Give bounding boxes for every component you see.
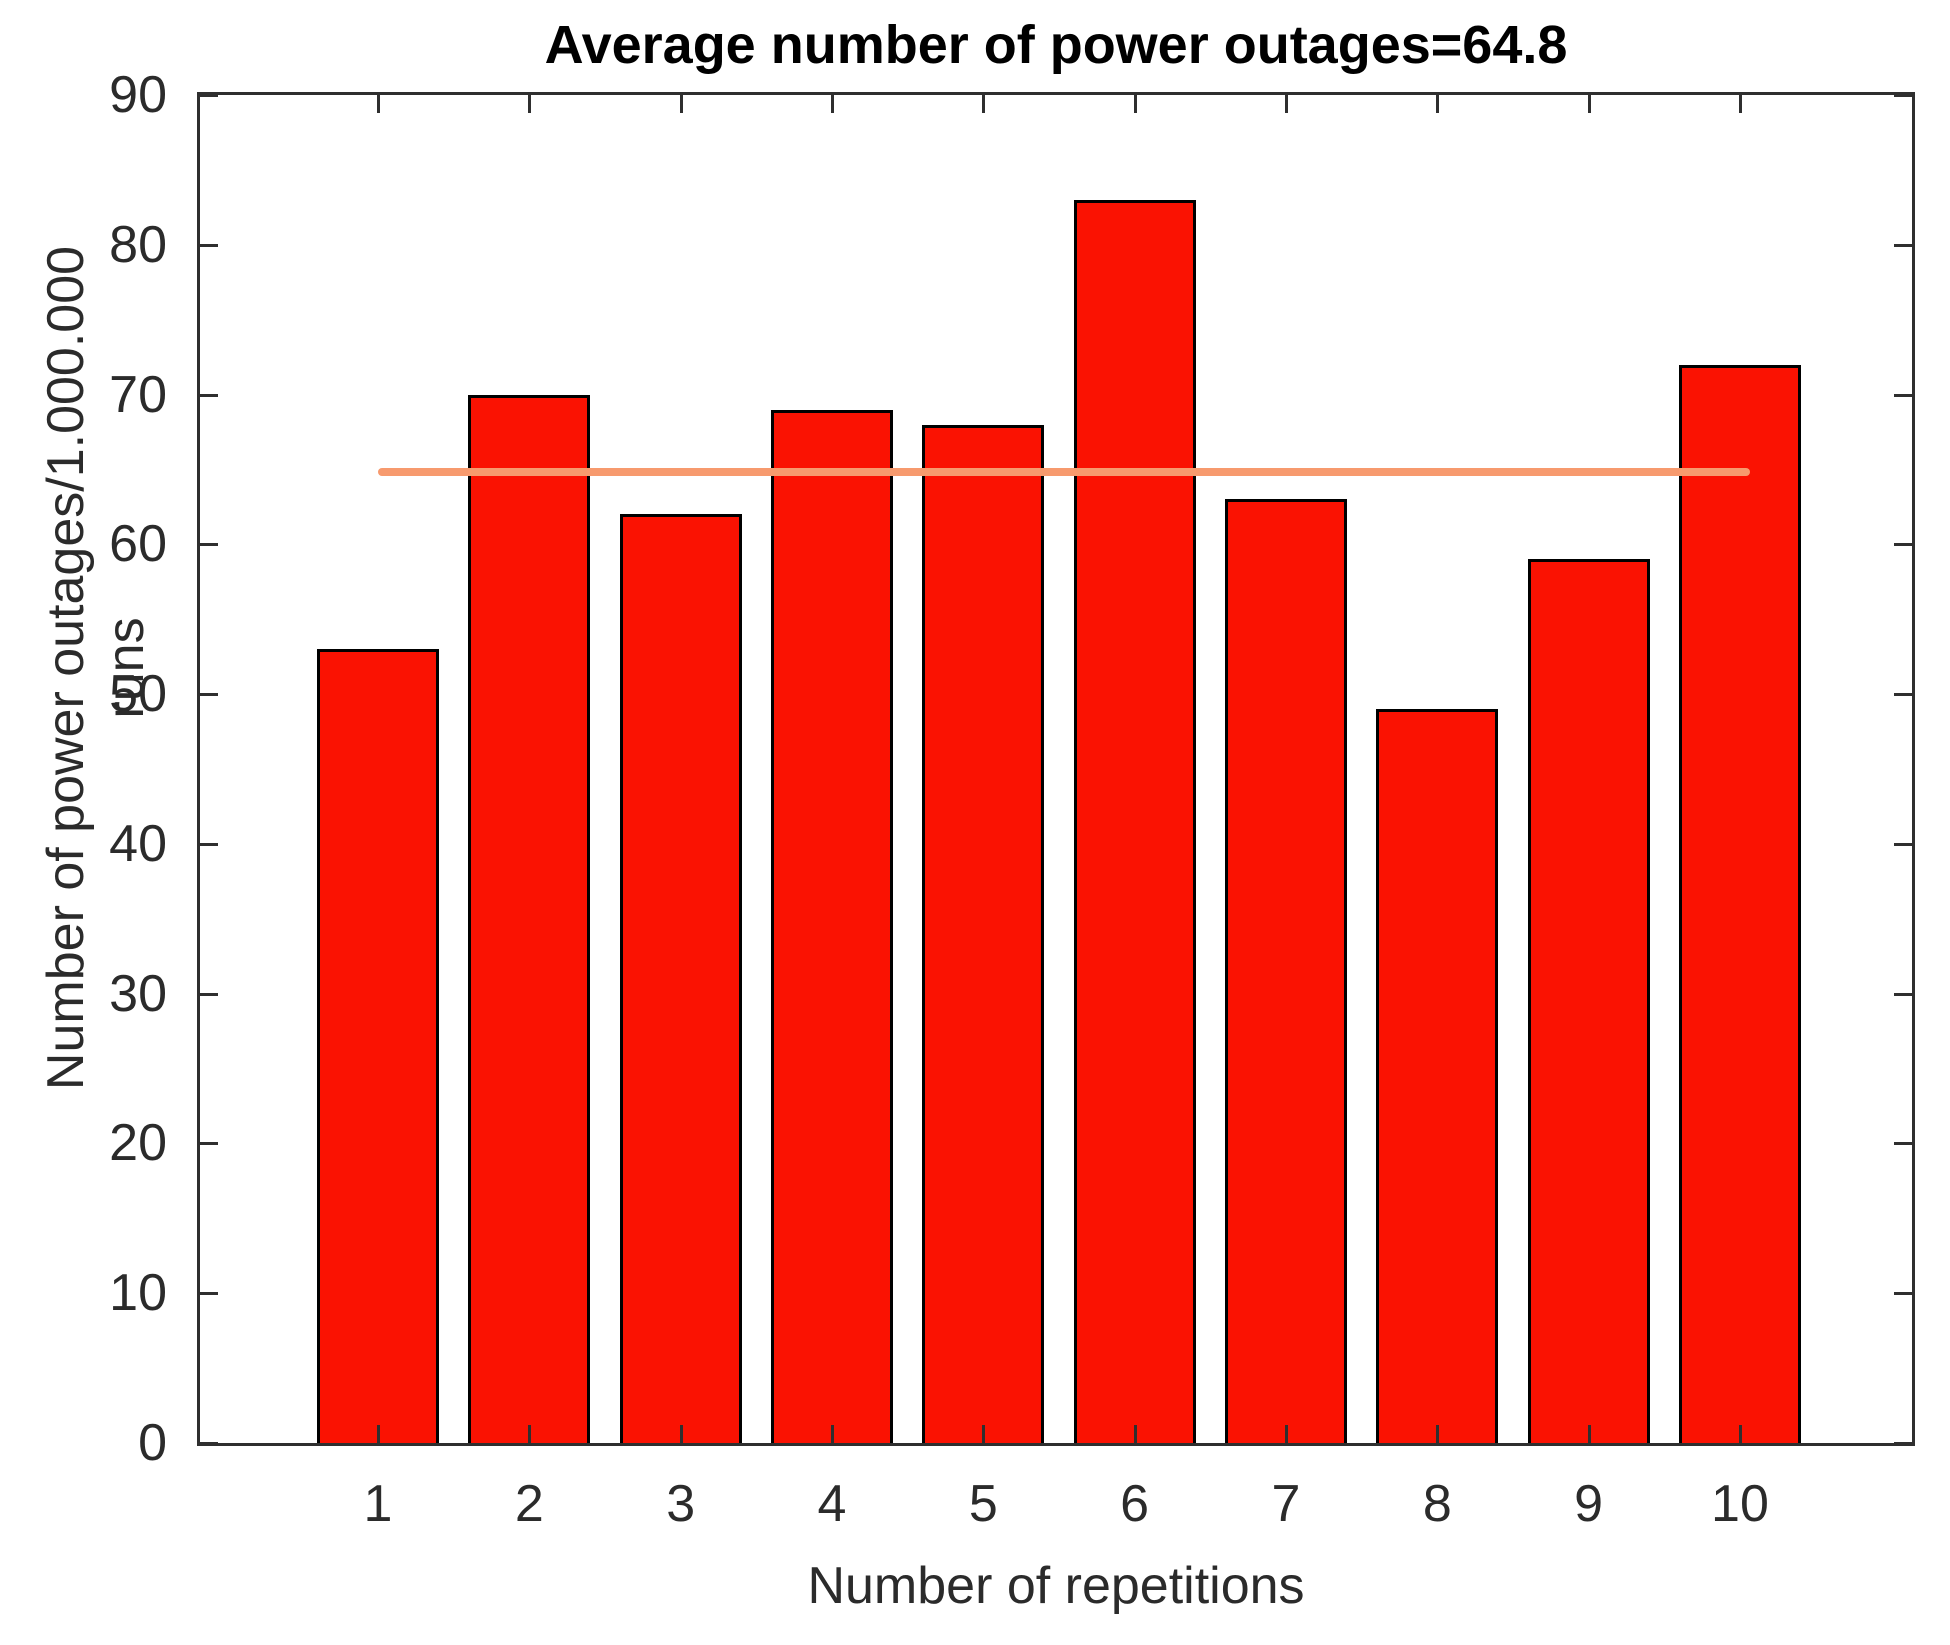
y-tick-mark <box>1894 543 1912 547</box>
y-tick-mark <box>200 543 218 547</box>
y-tick-mark <box>200 693 218 697</box>
y-tick-label: 70 <box>109 365 167 424</box>
chart-title: Average number of power outages=64.8 <box>544 15 1568 75</box>
x-tick-mark <box>1738 1425 1742 1443</box>
y-tick-mark <box>1894 94 1912 97</box>
bar-repetition-9 <box>1527 559 1650 1443</box>
x-tick-label: 9 <box>1574 1475 1604 1533</box>
y-tick-mark <box>200 94 218 97</box>
y-tick-mark <box>1894 243 1912 247</box>
x-tick-mark <box>982 95 986 113</box>
x-tick-mark <box>679 1425 683 1443</box>
y-tick-mark <box>1894 1142 1912 1146</box>
x-tick-mark <box>1436 1425 1440 1443</box>
x-tick-label: 4 <box>817 1475 847 1533</box>
bar-repetition-4 <box>770 409 893 1443</box>
y-tick-label: 80 <box>109 215 167 274</box>
x-tick-mark <box>1284 95 1288 113</box>
x-tick-mark <box>1587 1425 1591 1443</box>
y-tick-mark <box>200 1292 218 1296</box>
bar-repetition-6 <box>1073 199 1196 1443</box>
bar-repetition-3 <box>619 514 742 1443</box>
x-tick-mark <box>377 1425 380 1443</box>
x-tick-label: 6 <box>1120 1475 1150 1533</box>
x-tick-mark <box>1436 95 1440 113</box>
x-tick-mark <box>528 1425 532 1443</box>
x-tick-mark <box>830 95 834 113</box>
y-tick-label: 90 <box>109 66 167 124</box>
x-tick-mark <box>679 95 683 113</box>
bar-repetition-1 <box>317 649 439 1443</box>
x-tick-label: 10 <box>1711 1475 1769 1533</box>
y-tick-label: 30 <box>109 964 167 1023</box>
bar-repetition-7 <box>1224 499 1347 1443</box>
x-tick-mark <box>982 1425 986 1443</box>
y-tick-mark <box>1894 393 1912 397</box>
y-tick-label: 10 <box>109 1264 167 1323</box>
x-tick-mark <box>1133 1425 1137 1443</box>
x-tick-label: 1 <box>363 1475 393 1533</box>
x-tick-mark <box>1587 95 1591 113</box>
y-tick-label: 0 <box>138 1414 167 1472</box>
y-tick-mark <box>200 243 218 247</box>
y-tick-mark <box>1894 1442 1912 1445</box>
average-line <box>378 468 1750 477</box>
bar-repetition-2 <box>468 394 591 1443</box>
y-tick-mark <box>200 1442 218 1445</box>
bar-repetition-10 <box>1678 364 1801 1443</box>
y-tick-mark <box>1894 992 1912 996</box>
x-tick-mark <box>377 95 380 113</box>
x-tick-mark <box>830 1425 834 1443</box>
x-axis-label: Number of repetitions <box>807 1557 1305 1615</box>
y-tick-mark <box>200 1142 218 1146</box>
y-tick-label: 60 <box>109 515 167 574</box>
x-tick-label: 2 <box>514 1475 544 1533</box>
y-tick-mark <box>200 992 218 996</box>
x-tick-label: 5 <box>968 1475 998 1533</box>
x-tick-label: 7 <box>1271 1475 1301 1533</box>
x-tick-mark <box>1738 95 1742 113</box>
y-tick-label: 50 <box>109 665 167 724</box>
x-tick-label: 3 <box>666 1475 696 1533</box>
y-tick-mark <box>1894 1292 1912 1296</box>
y-tick-label: 40 <box>109 814 167 873</box>
x-tick-mark <box>1133 95 1137 113</box>
x-tick-mark <box>528 95 532 113</box>
y-tick-mark <box>1894 693 1912 697</box>
plot-area <box>197 92 1915 1446</box>
x-tick-label: 8 <box>1422 1475 1452 1533</box>
x-tick-mark <box>1284 1425 1288 1443</box>
y-tick-label: 20 <box>109 1114 167 1173</box>
y-tick-mark <box>1894 842 1912 846</box>
y-tick-mark <box>200 842 218 846</box>
bar-repetition-5 <box>922 424 1045 1443</box>
bar-repetition-8 <box>1376 709 1499 1443</box>
y-tick-mark <box>200 393 218 397</box>
